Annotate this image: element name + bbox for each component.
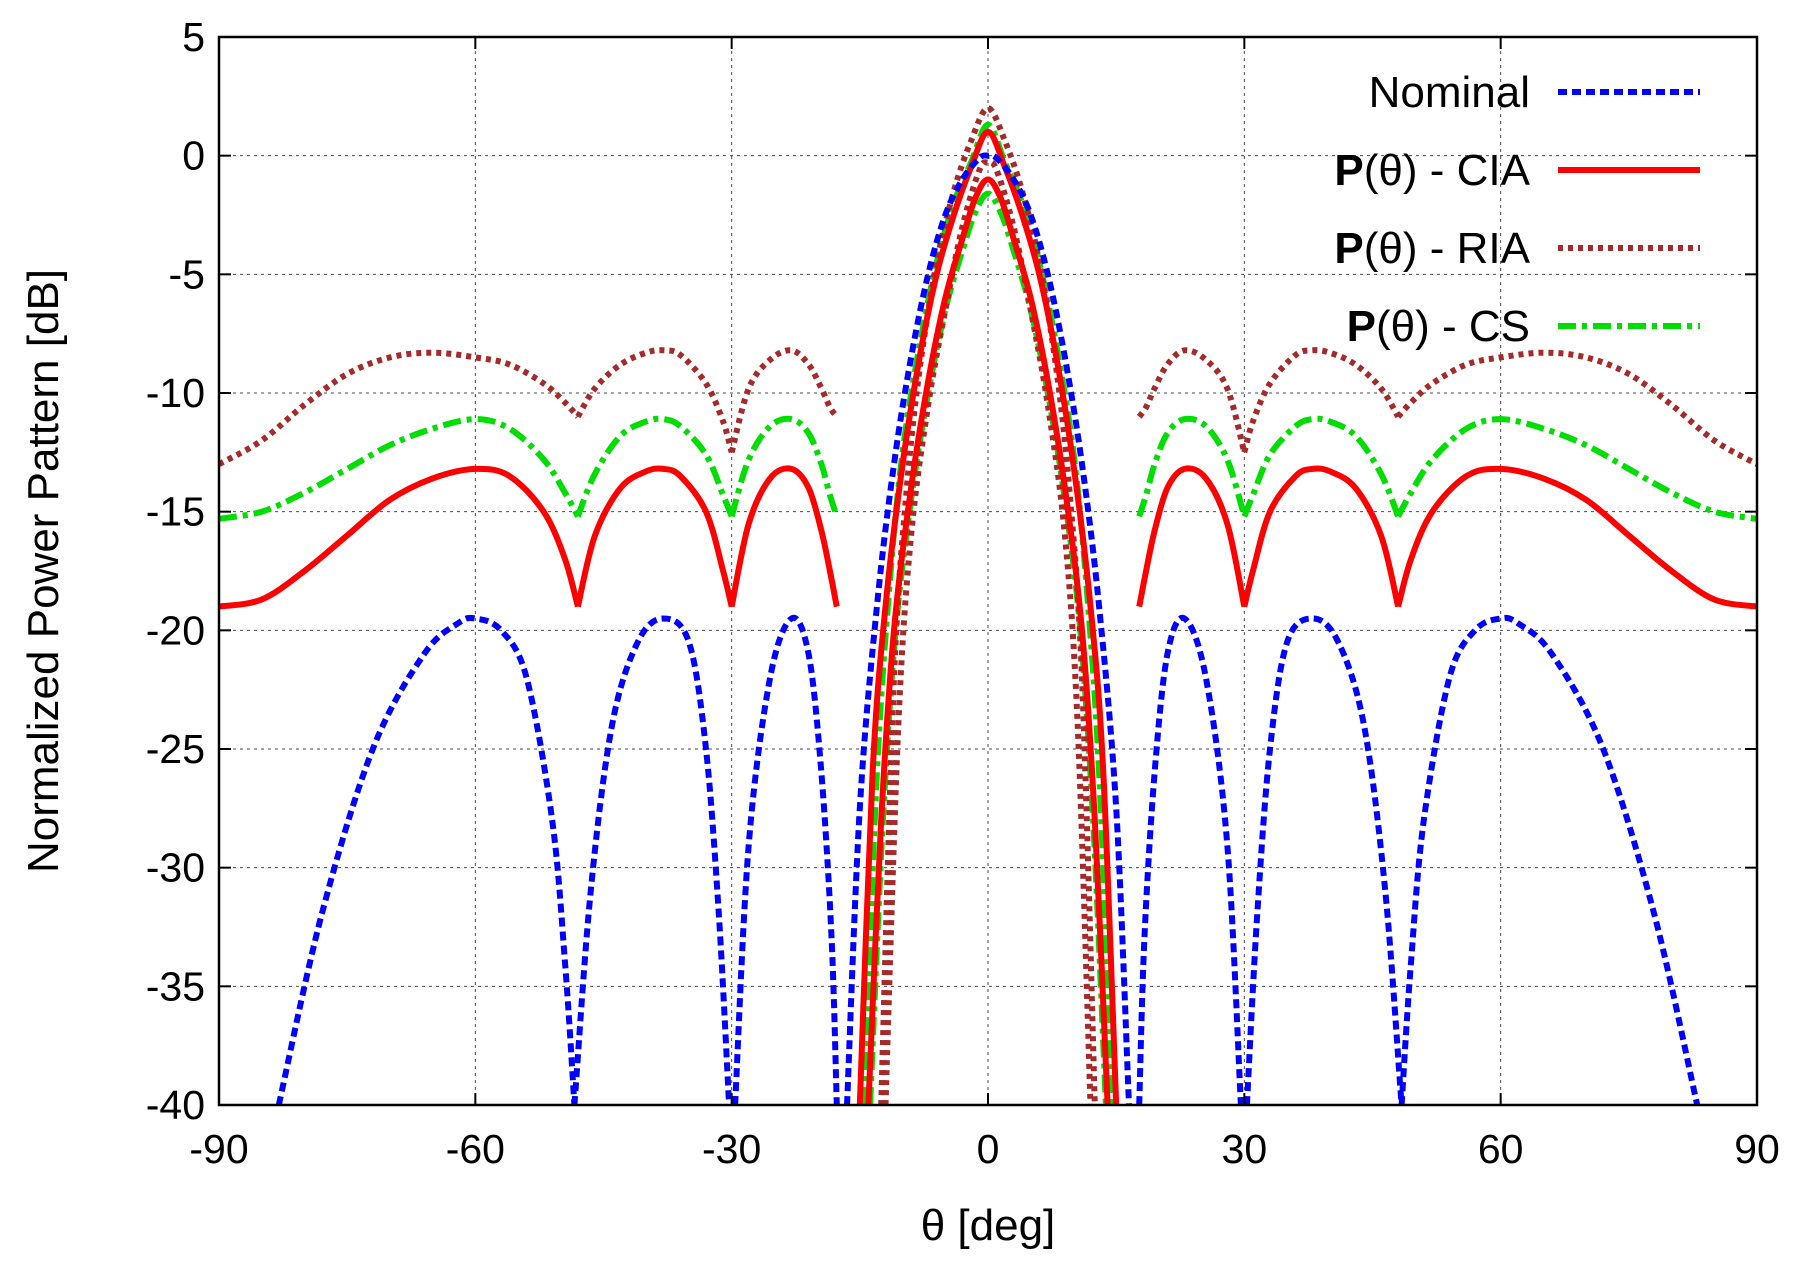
legend-label-text: (θ) - RIA: [1364, 224, 1531, 273]
series-line-nominal: [571, 615, 733, 1105]
legend-label-text: (θ) - CIA: [1364, 146, 1531, 195]
y-tick-label: -40: [146, 1082, 205, 1128]
series-line-cia: [1395, 465, 1757, 610]
x-tick-label: 60: [1478, 1126, 1524, 1172]
y-tick-label: 5: [182, 14, 205, 60]
grid: [219, 37, 1757, 1105]
series-line-ria: [1136, 347, 1248, 454]
x-tick-label: -90: [189, 1126, 248, 1172]
y-tick-label: -30: [146, 845, 205, 891]
series-line-cs: [1241, 415, 1401, 518]
legend-label: P(θ) - CIA: [1334, 146, 1530, 195]
series-line-cia: [574, 465, 735, 608]
series-line-ria: [728, 347, 840, 454]
legend-item-cia: P(θ) - CIA: [1334, 146, 1700, 195]
y-tick-label: 0: [182, 133, 205, 179]
x-tick-label: 0: [977, 1126, 1000, 1172]
series-line-ria: [575, 347, 735, 454]
axis-ticks: -90 -60 -30 0 30 60 90 5 0 -5 -10 -15 -20 -25 -30 -35 -4…: [146, 14, 1780, 1172]
series-line-cia: [1136, 465, 1248, 608]
series-line-cs: [728, 415, 840, 518]
series-line-ria: [219, 349, 581, 467]
y-tick-label: -20: [146, 607, 205, 653]
series-line-cs: [1136, 415, 1248, 518]
x-axis-label: θ [deg]: [921, 1201, 1056, 1250]
series-line-ria: [882, 159, 1094, 1105]
series-line-cs: [1395, 416, 1757, 522]
series-line-ria: [1395, 349, 1757, 467]
legend-item-cs: P(θ) - CS: [1347, 302, 1700, 351]
series-nominal: [275, 152, 1701, 1105]
series-layer: [219, 105, 1757, 1105]
series-line-cs: [219, 416, 581, 522]
legend-label-text: (θ) - CS: [1376, 302, 1530, 351]
series-line-cia: [728, 465, 840, 608]
series-line-nominal: [1136, 614, 1244, 1105]
x-tick-label: 30: [1222, 1126, 1268, 1172]
series-cia: [219, 128, 1757, 1105]
x-tick-label: -60: [446, 1126, 505, 1172]
x-tick-label: 90: [1734, 1126, 1780, 1172]
legend-item-ria: P(θ) - RIA: [1334, 224, 1700, 273]
legend-label-prefix: P: [1334, 146, 1363, 195]
y-tick-label: -25: [146, 726, 205, 772]
series-line-cs: [575, 415, 735, 518]
series-line-cia: [1241, 465, 1402, 608]
series-line-nominal: [732, 614, 840, 1105]
x-tick-label: -30: [702, 1126, 761, 1172]
series-line-nominal: [1398, 614, 1701, 1105]
legend-label: P(θ) - CS: [1347, 302, 1530, 351]
y-axis-label: Normalized Power Pattern [dB]: [19, 269, 68, 873]
series-line-nominal: [1243, 615, 1405, 1105]
legend-label-prefix: P: [1334, 224, 1363, 273]
legend-label: Nominal: [1369, 68, 1530, 117]
series-line-nominal: [844, 152, 1132, 1105]
series-line-nominal: [275, 614, 578, 1105]
legend-label: P(θ) - RIA: [1334, 224, 1530, 273]
y-tick-label: -15: [146, 489, 205, 535]
series-line-cia: [219, 465, 581, 610]
y-tick-label: -35: [146, 963, 205, 1009]
series-line-cia: [865, 176, 1111, 1105]
series-line-ria: [1241, 347, 1401, 454]
legend-label-text: Nominal: [1369, 68, 1530, 117]
y-tick-label: -10: [146, 370, 205, 416]
series-line-cia: [856, 128, 1120, 1105]
legend-item-nominal: Nominal: [1369, 68, 1700, 117]
series-line-cs: [861, 121, 1115, 1105]
legend-label-prefix: P: [1347, 302, 1376, 351]
y-tick-label: -5: [169, 251, 205, 297]
